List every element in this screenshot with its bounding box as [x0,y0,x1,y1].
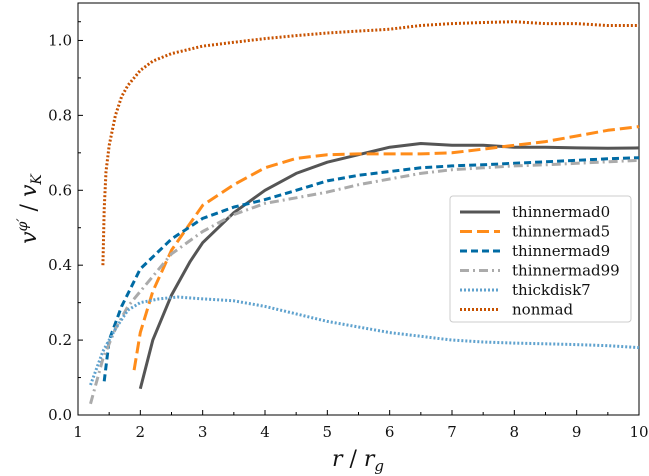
legend-box [449,195,632,323]
x-axis-label: r / rg [332,447,384,475]
legend-label: thinnermad0 [512,203,610,221]
x-tick-label: 6 [385,423,395,441]
legend-label: nonmad [512,301,574,319]
x-tick-label: 8 [510,423,520,441]
x-tick-label: 2 [136,423,146,441]
series-line-thickdisk7 [89,295,640,386]
series-line-thinnermad5 [132,125,640,371]
y-tick-label: 0.6 [48,181,72,199]
legend-label: thinnermad5 [512,223,610,241]
series-line-nonmad [101,20,639,266]
y-axis-label: vφ′ / vK [15,173,45,244]
x-tick-label: 9 [572,423,582,441]
x-tick-label: 5 [323,423,333,441]
series-lines [89,20,640,405]
axis-ticks: 1 2 3 4 5 6 7 8 9 10 0.0 0.2 0.4 0.6 0.8 1.0 [48,21,649,441]
legend-label: thinnermad99 [512,262,620,280]
y-tick-label: 1.0 [48,31,72,49]
x-tick-label: 3 [198,423,208,441]
series-line-thinnermad99 [89,158,640,405]
legend-label: thickdisk7 [512,281,591,299]
x-tick-label: 4 [260,423,270,441]
y-tick-label: 0.0 [48,406,72,424]
y-tick-label: 0.4 [48,256,72,274]
x-tick-label: 7 [447,423,457,441]
x-tick-label: 1 [73,423,83,441]
legend-label: thinnermad9 [512,242,610,260]
series-line-thinnermad9 [102,156,640,382]
y-tick-label: 0.8 [48,106,72,124]
y-tick-label: 0.2 [48,331,72,349]
x-tick-label: 10 [629,423,648,441]
